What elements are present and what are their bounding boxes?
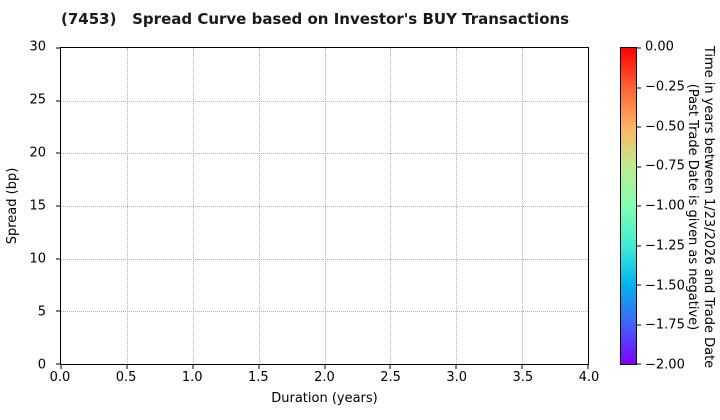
x-tick-label: 3.5 [512,370,534,385]
colorbar-tick-mark [637,363,641,365]
colorbar-tick-label: −0.75 [645,158,685,174]
y-tick-label: 30 [29,39,46,55]
x-axis-tick-mark [324,365,325,369]
x-tick-label: 4.0 [578,370,600,385]
x-axis-tick-mark [60,365,62,369]
colorbar-tick-label: −0.25 [645,79,685,95]
y-axis-tick-mark [56,205,60,207]
colorbar-tick-label: 0.00 [645,39,674,55]
y-tick-label: 25 [29,92,46,108]
x-axis-tick-mark [389,365,391,369]
chart-title: (7453) Spread Curve based on Investor's … [61,10,570,28]
colorbar-tick-mark [637,324,641,325]
colorbar [620,47,641,365]
plot-area [56,47,589,369]
x-axis-tick-mark [455,365,457,369]
y-axis-tick-mark [56,152,60,154]
colorbar-tick-mark [637,126,641,128]
x-tick-label: 0.5 [115,370,137,385]
y-axis-tick-mark [56,258,60,260]
y-tick-label: 15 [29,198,46,214]
colorbar-tick-label: −1.50 [645,278,685,293]
x-axis-tick-labels: 0.0 0.5 1.0 1.5 2.0 2.5 3.0 3.5 4.0 [50,370,600,386]
colorbar-tick-mark [637,166,641,167]
x-tick-label: 2.0 [314,370,335,385]
colorbar-axis-label: Time in years between 1/23/2026 and Trad… [684,37,716,377]
x-tick-label: 0.0 [49,370,71,385]
y-tick-label: 20 [29,145,46,161]
colorbar-tick-mark [637,87,641,88]
y-axis-tick-mark [56,310,60,312]
y-tick-label: 5 [37,304,46,320]
y-axis-tick-mark [56,100,60,102]
x-tick-label: 3.0 [446,370,468,385]
colorbar-tick-label: −2.00 [645,357,685,373]
x-axis-tick-mark [192,365,194,369]
x-axis-tick-mark [258,365,260,369]
colorbar-axis-label-line1: Time in years between 1/23/2026 and Trad… [701,45,716,369]
y-axis-tick-mark [56,47,60,49]
x-axis-tick-mark [126,365,128,369]
x-axis-tick-mark [587,365,589,369]
x-tick-label: 1.5 [248,370,269,385]
colorbar-tick-label: −0.50 [645,119,685,134]
x-axis-tick-mark [521,365,523,369]
gridline-h [61,206,588,207]
gridline-h [61,153,588,155]
y-tick-label: 10 [29,251,46,267]
y-axis-tick-labels: 30 25 20 15 10 5 0 [0,40,54,373]
gridline-h [61,258,588,260]
gridline-h [61,100,588,102]
colorbar-tick-mark [637,47,641,49]
x-axis-label: Duration (years) [271,391,378,406]
colorbar-tick-labels: 0.00 −0.25 −0.50 −0.75 −1.00 −1.25 −1.50… [645,40,705,373]
colorbar-tick-label: −1.00 [645,198,685,214]
gridline-h [61,311,588,313]
colorbar-tick-label: −1.25 [645,238,685,254]
y-axis-label: Spread (bp) [5,167,20,245]
colorbar-tick-label: −1.75 [645,317,685,333]
colorbar-gradient [621,48,636,364]
x-tick-label: 2.5 [380,370,401,385]
y-axis-tick-mark [56,363,60,365]
colorbar-tick-mark [637,245,641,246]
colorbar-tick-mark [637,205,641,207]
x-tick-label: 1.0 [181,370,203,385]
y-tick-label: 0 [37,357,46,373]
colorbar-axis-label-line2: (Past Trade Date is given as negative) [685,83,700,331]
colorbar-tick-mark [637,284,641,286]
